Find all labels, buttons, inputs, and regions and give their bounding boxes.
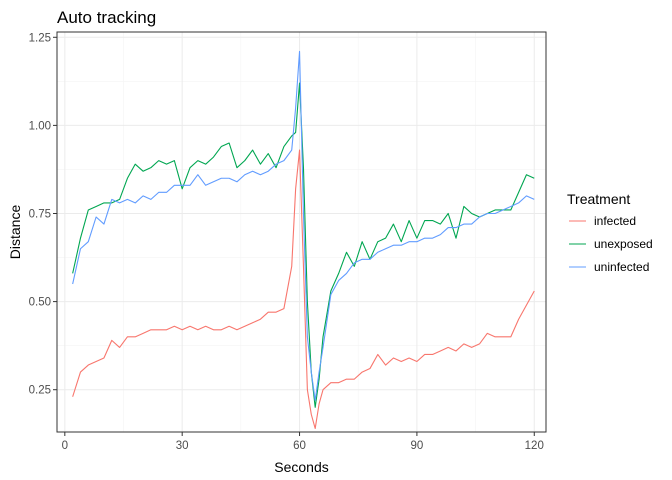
x-axis: 0 30 60 90 120: [62, 432, 544, 452]
y-tick-label: 0.25: [29, 385, 51, 397]
panel-border: [56, 31, 547, 433]
series-line-uninfected: [72, 50, 535, 401]
x-tick-label: 30: [176, 440, 189, 452]
plot-panel: [56, 31, 547, 433]
chart-title: Auto tracking: [57, 8, 156, 27]
y-tick-label: 1.25: [29, 32, 51, 44]
x-tick-label: 120: [525, 440, 544, 452]
x-tick-label: 60: [293, 440, 306, 452]
y-tick-label: 0.50: [29, 297, 51, 309]
legend-label-infected: infected: [594, 214, 636, 228]
legend-label-uninfected: uninfected: [594, 260, 649, 274]
y-tick-label: 0.75: [29, 208, 51, 220]
legend-item-unexposed: unexposed: [569, 237, 653, 251]
legend-item-uninfected: uninfected: [569, 260, 649, 274]
y-tick-label: 1.00: [29, 120, 51, 132]
x-tick-label: 90: [411, 440, 424, 452]
legend-label-unexposed: unexposed: [594, 237, 653, 251]
series-line-infected: [72, 149, 535, 430]
minor-gridlines: [57, 32, 546, 432]
x-tick-label: 0: [62, 440, 68, 452]
legend-items: infected unexposed uninfected: [569, 214, 653, 274]
major-gridlines: [57, 32, 546, 432]
y-axis: 0.25 0.50 0.75 1.00 1.25: [29, 32, 57, 397]
y-axis-title: Distance: [7, 205, 23, 260]
series-line-unexposed: [72, 82, 535, 408]
x-axis-title: Seconds: [274, 459, 328, 475]
legend: Treatment infected unexposed uninfected: [567, 191, 653, 274]
legend-title: Treatment: [567, 191, 630, 207]
series-lines: [72, 50, 535, 430]
legend-item-infected: infected: [569, 214, 636, 228]
